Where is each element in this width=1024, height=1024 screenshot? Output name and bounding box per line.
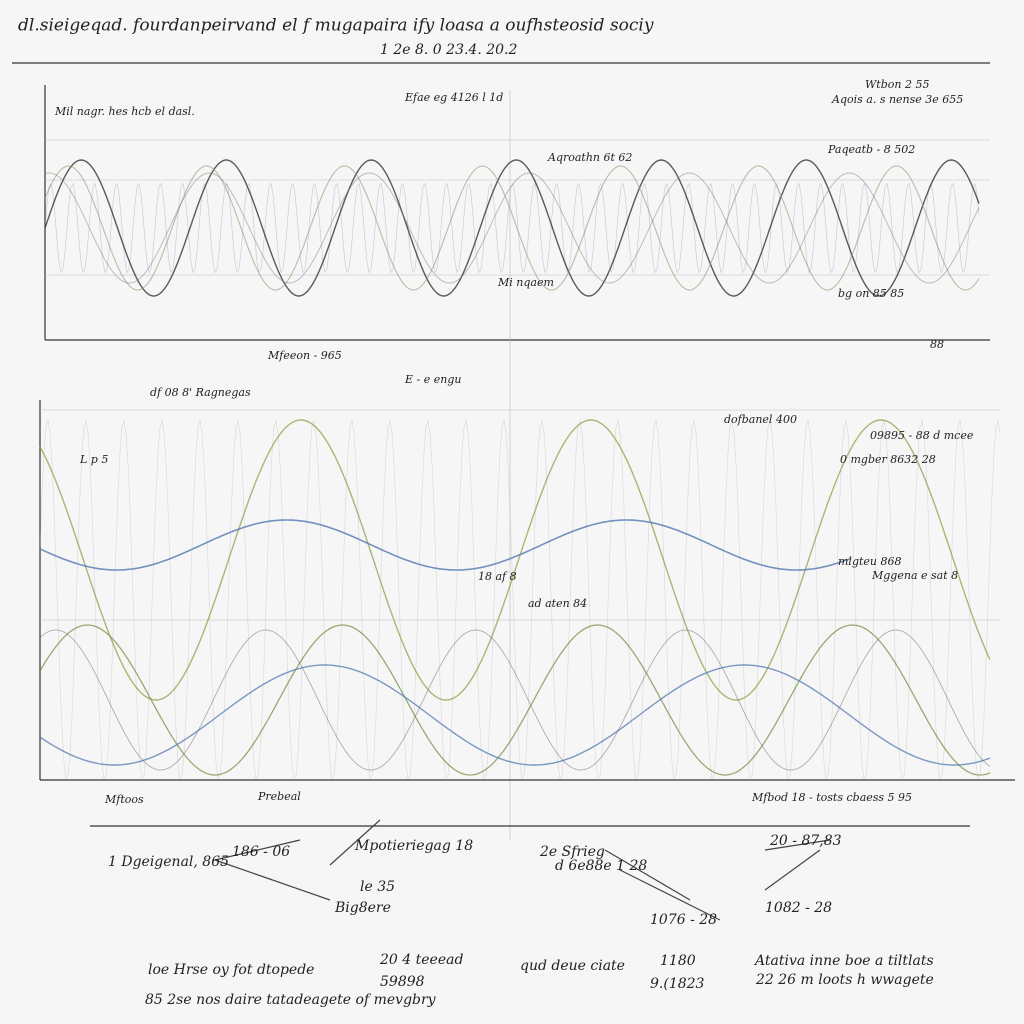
label: 1076 - 28: [650, 912, 717, 928]
label: 88: [930, 338, 944, 351]
title: dl.sieigeqad. fourdanpeirvand el f mugap…: [18, 16, 654, 36]
label: qud deue ciate: [520, 958, 625, 974]
label: Mggena e sat 8: [871, 569, 958, 582]
label: Aqroathn 6t 62: [547, 151, 632, 164]
label: mlgteu 868: [838, 555, 902, 568]
label: 9.(1823: [650, 976, 705, 992]
label: 1082 - 28: [765, 900, 832, 916]
label: loe Hrse oy fot dtopede: [148, 962, 314, 978]
label: Mi nqaem: [497, 276, 554, 289]
label: Mil nagr. hes hcb el dasl.: [54, 105, 195, 118]
label: Mfeeon - 965: [267, 349, 342, 362]
wave: [39, 624, 991, 776]
label: dofbanel 400: [724, 413, 797, 426]
label: E - e engu: [404, 373, 461, 386]
labels: Mil nagr. hes hcb el dasl. Efae eg 4126 l…: [54, 78, 974, 1008]
wave: [39, 519, 851, 571]
wave: [39, 629, 991, 771]
label: le 35: [360, 879, 395, 895]
label: Wtbon 2 55: [865, 78, 929, 91]
subtitle: 1 2e 8. 0 23.4. 20.2: [380, 42, 518, 58]
label: df 08 8' Ragnegas: [150, 386, 251, 399]
label: Mfbod 18 - tosts cbaess 5 95: [751, 791, 912, 804]
label: 1 Dgeigenal, 865: [108, 854, 229, 870]
label: 09895 - 88 d mcee: [870, 429, 974, 442]
label: 20 - 87,83: [769, 833, 842, 849]
label: 18 af 8: [478, 570, 517, 583]
wave: [39, 419, 991, 701]
label: 0 mgber 8632 28: [840, 453, 936, 466]
label: 2e Sfrieg: [539, 844, 605, 860]
label: Aqois a. s nense 3e 655: [831, 93, 963, 106]
label: 85 2se nos daire tatadeagete of mevgbry: [145, 992, 437, 1008]
label: Paqeatb - 8 502: [827, 143, 915, 156]
wave: [39, 420, 1001, 780]
label: 20 4 teeead: [379, 952, 463, 968]
label: 186 - 06: [232, 844, 290, 860]
label: Prebeal: [257, 790, 301, 803]
note-arrows: [214, 819, 831, 921]
label: ad aten 84: [528, 597, 587, 610]
bottom-frame: [39, 400, 1015, 827]
label: Efae eg 4126 l 1d: [404, 91, 503, 104]
waves: [39, 159, 1001, 780]
wave: [44, 165, 980, 291]
label: Big8ere: [334, 900, 391, 916]
wave: [44, 172, 980, 284]
label: L p 5: [79, 453, 108, 466]
label: d 6e88e 1 28: [555, 858, 647, 874]
label: 22 26 m loots h wwagete: [755, 972, 934, 988]
wave: [44, 159, 980, 297]
label: Mpotieriegag 18: [354, 838, 473, 854]
label: bg on 85 85: [838, 287, 904, 300]
label: 59898: [380, 974, 425, 990]
top-frame: [44, 85, 990, 840]
label: Mftoos: [104, 793, 144, 806]
label: Atativa inne boe a tiltlats: [753, 953, 934, 969]
label: 1180: [660, 953, 696, 969]
